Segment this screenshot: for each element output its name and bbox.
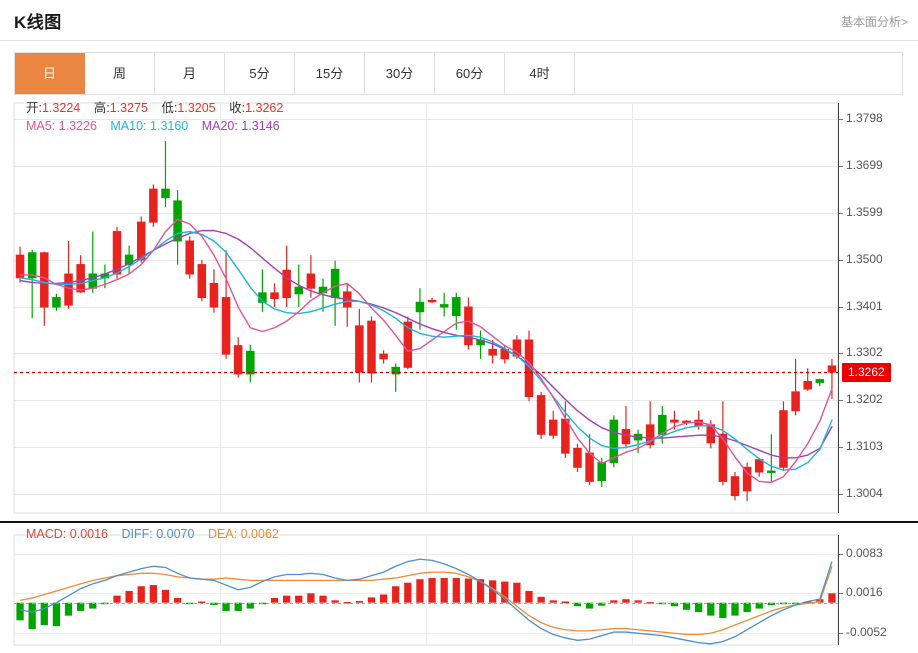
price-panel[interactable]: 开:1.3224 高:1.3275 低:1.3205 收:1.3262 MA5:… — [0, 95, 918, 521]
page-title: K线图 — [14, 13, 62, 32]
tab-6[interactable]: 60分 — [435, 53, 505, 94]
fundamental-analysis-link[interactable]: 基本面分析> — [840, 15, 908, 29]
macd-indicator-plot[interactable] — [0, 523, 918, 653]
price-candlestick-plot[interactable] — [0, 95, 918, 521]
tab-4[interactable]: 15分 — [295, 53, 365, 94]
current-price-badge: 1.3262 — [842, 363, 891, 383]
page-header: K线图 基本面分析> — [0, 0, 918, 41]
tabbar-filler — [575, 53, 902, 94]
macd-panel[interactable]: MACD: 0.0016 DIFF: 0.0070 DEA: 0.0062 0.… — [0, 521, 918, 653]
tab-7[interactable]: 4时 — [505, 53, 575, 94]
tab-2[interactable]: 月 — [155, 53, 225, 94]
tab-0[interactable]: 日 — [15, 53, 85, 94]
chart-area: 开:1.3224 高:1.3275 低:1.3205 收:1.3262 MA5:… — [0, 95, 918, 653]
tab-1[interactable]: 周 — [85, 53, 155, 94]
tab-3[interactable]: 5分 — [225, 53, 295, 94]
timeframe-tabbar: 日周月 5分 15分 30分 60分 4时 — [14, 52, 903, 95]
tab-5[interactable]: 30分 — [365, 53, 435, 94]
